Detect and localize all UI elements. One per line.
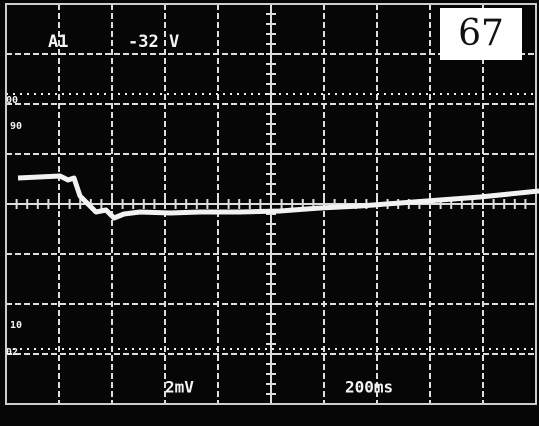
offset-label: -32 V xyxy=(128,32,179,52)
signal-trace xyxy=(17,173,539,221)
page-number-box xyxy=(440,8,522,60)
marker-label: 02 xyxy=(6,347,18,358)
marker-label: 10 xyxy=(10,320,22,331)
channel-label: A1 xyxy=(48,32,68,52)
timebase-label: 200ms xyxy=(345,378,393,397)
page-number: 67 xyxy=(458,13,504,54)
screen-border xyxy=(5,3,537,405)
marker-label: 90 xyxy=(10,121,22,132)
scale-label: 2mV xyxy=(165,378,194,397)
marker-label: 00 xyxy=(6,95,18,106)
